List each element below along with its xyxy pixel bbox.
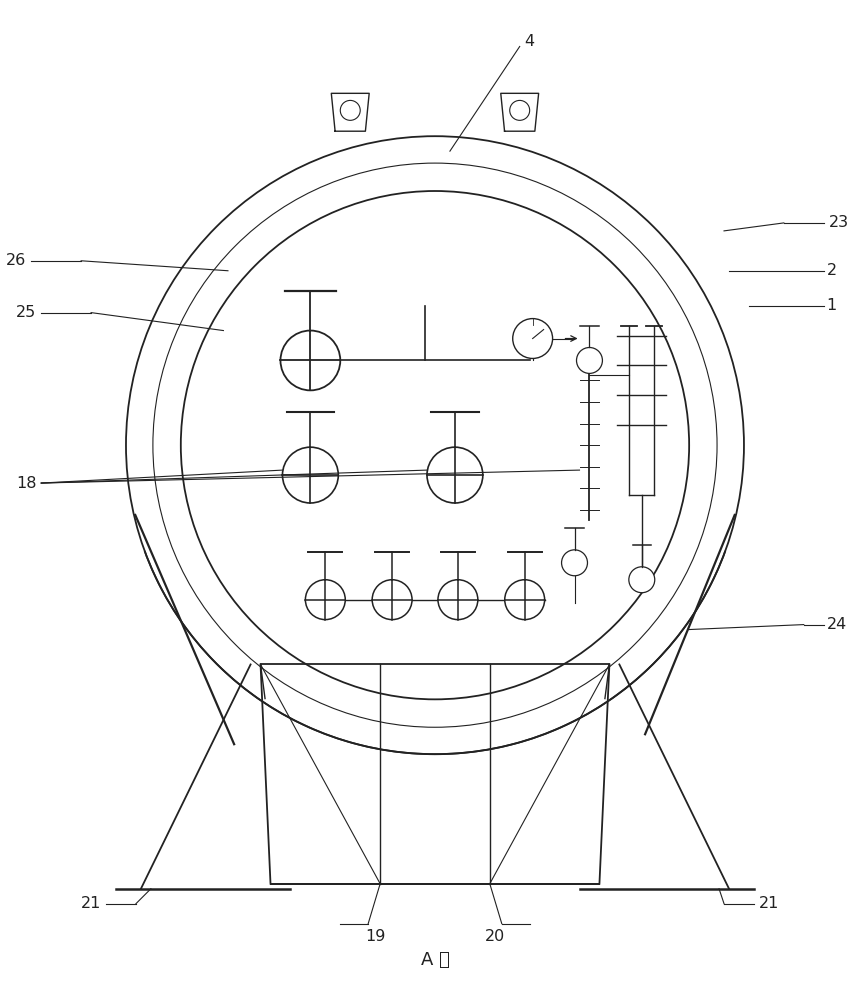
Circle shape xyxy=(305,580,345,620)
Text: 4: 4 xyxy=(524,34,534,49)
Circle shape xyxy=(512,319,552,358)
Circle shape xyxy=(504,580,544,620)
Circle shape xyxy=(280,331,339,390)
Circle shape xyxy=(372,580,411,620)
Circle shape xyxy=(628,567,654,593)
Text: 26: 26 xyxy=(6,253,26,268)
Circle shape xyxy=(438,580,478,620)
Text: 2: 2 xyxy=(826,263,836,278)
Text: 19: 19 xyxy=(364,929,385,944)
Text: 24: 24 xyxy=(826,617,846,632)
Text: 20: 20 xyxy=(485,929,504,944)
Text: A 向: A 向 xyxy=(420,951,449,969)
Text: 25: 25 xyxy=(16,305,36,320)
Circle shape xyxy=(561,550,587,576)
Text: 21: 21 xyxy=(758,896,779,911)
Text: 23: 23 xyxy=(827,215,848,230)
Text: 1: 1 xyxy=(826,298,836,313)
Circle shape xyxy=(576,347,601,373)
Text: 18: 18 xyxy=(15,476,36,491)
Circle shape xyxy=(426,447,482,503)
Circle shape xyxy=(282,447,338,503)
Text: 21: 21 xyxy=(80,896,101,911)
